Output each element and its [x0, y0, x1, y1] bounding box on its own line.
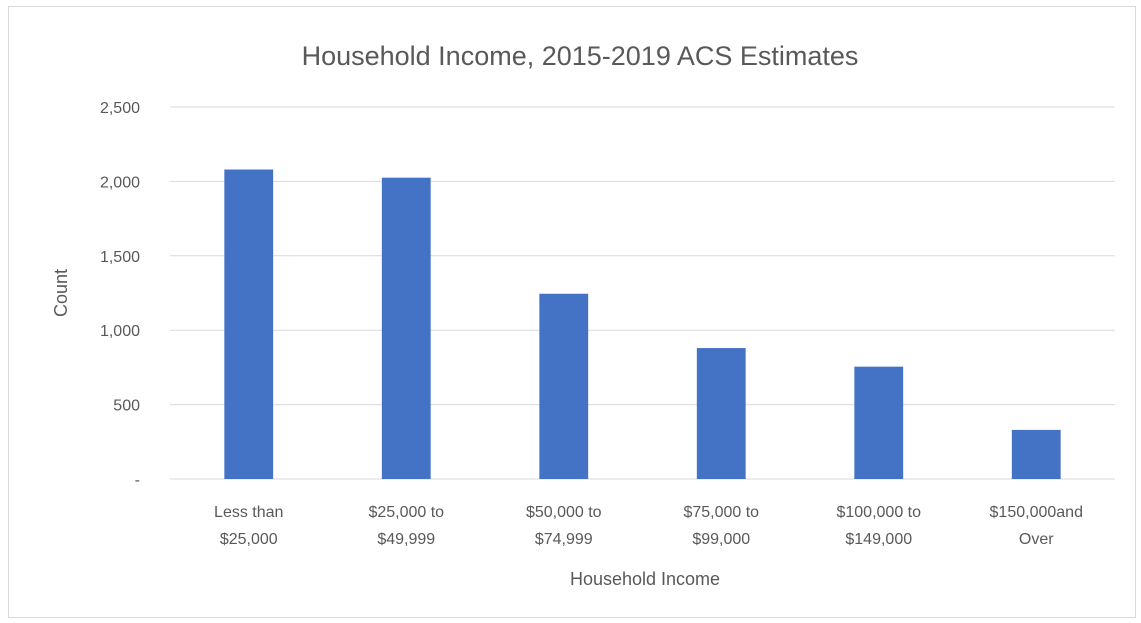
- chart-title: Household Income, 2015-2019 ACS Estimate…: [302, 41, 859, 71]
- x-tick-label: $50,000 to: [526, 504, 602, 521]
- y-axis-title: Count: [51, 269, 71, 317]
- x-tick-label: $49,999: [377, 531, 435, 548]
- bar: [539, 294, 588, 479]
- y-tick-label: -: [135, 472, 140, 489]
- y-tick-label: 1,000: [100, 323, 140, 340]
- x-axis-title: Household Income: [570, 569, 720, 589]
- x-tick-label: $25,000 to: [368, 504, 444, 521]
- x-tick-label: $150,000and: [990, 504, 1083, 521]
- y-axis-ticks: - 500 1,000 1,500 2,000 2,500: [100, 100, 140, 489]
- x-tick-label: $25,000: [220, 531, 278, 548]
- y-tick-label: 1,500: [100, 249, 140, 266]
- x-tick-label: $100,000 to: [836, 504, 921, 521]
- x-tick-label: Over: [1019, 531, 1054, 548]
- bar: [382, 178, 431, 479]
- gridlines: [170, 107, 1115, 479]
- bars: [224, 169, 1060, 479]
- x-tick-label: Less than: [214, 504, 283, 521]
- y-tick-label: 500: [113, 398, 140, 415]
- bar: [224, 169, 273, 479]
- bar: [854, 367, 903, 479]
- x-tick-label: $74,999: [535, 531, 593, 548]
- bar: [1012, 430, 1061, 479]
- y-tick-label: 2,500: [100, 100, 140, 117]
- x-tick-label: $75,000 to: [683, 504, 759, 521]
- bar: [697, 348, 746, 479]
- y-tick-label: 2,000: [100, 174, 140, 191]
- x-tick-label: $99,000: [692, 531, 750, 548]
- x-tick-label: $149,000: [845, 531, 912, 548]
- x-axis-categories: Less than $25,000 $25,000 to $49,999 $50,000…: [214, 504, 1083, 548]
